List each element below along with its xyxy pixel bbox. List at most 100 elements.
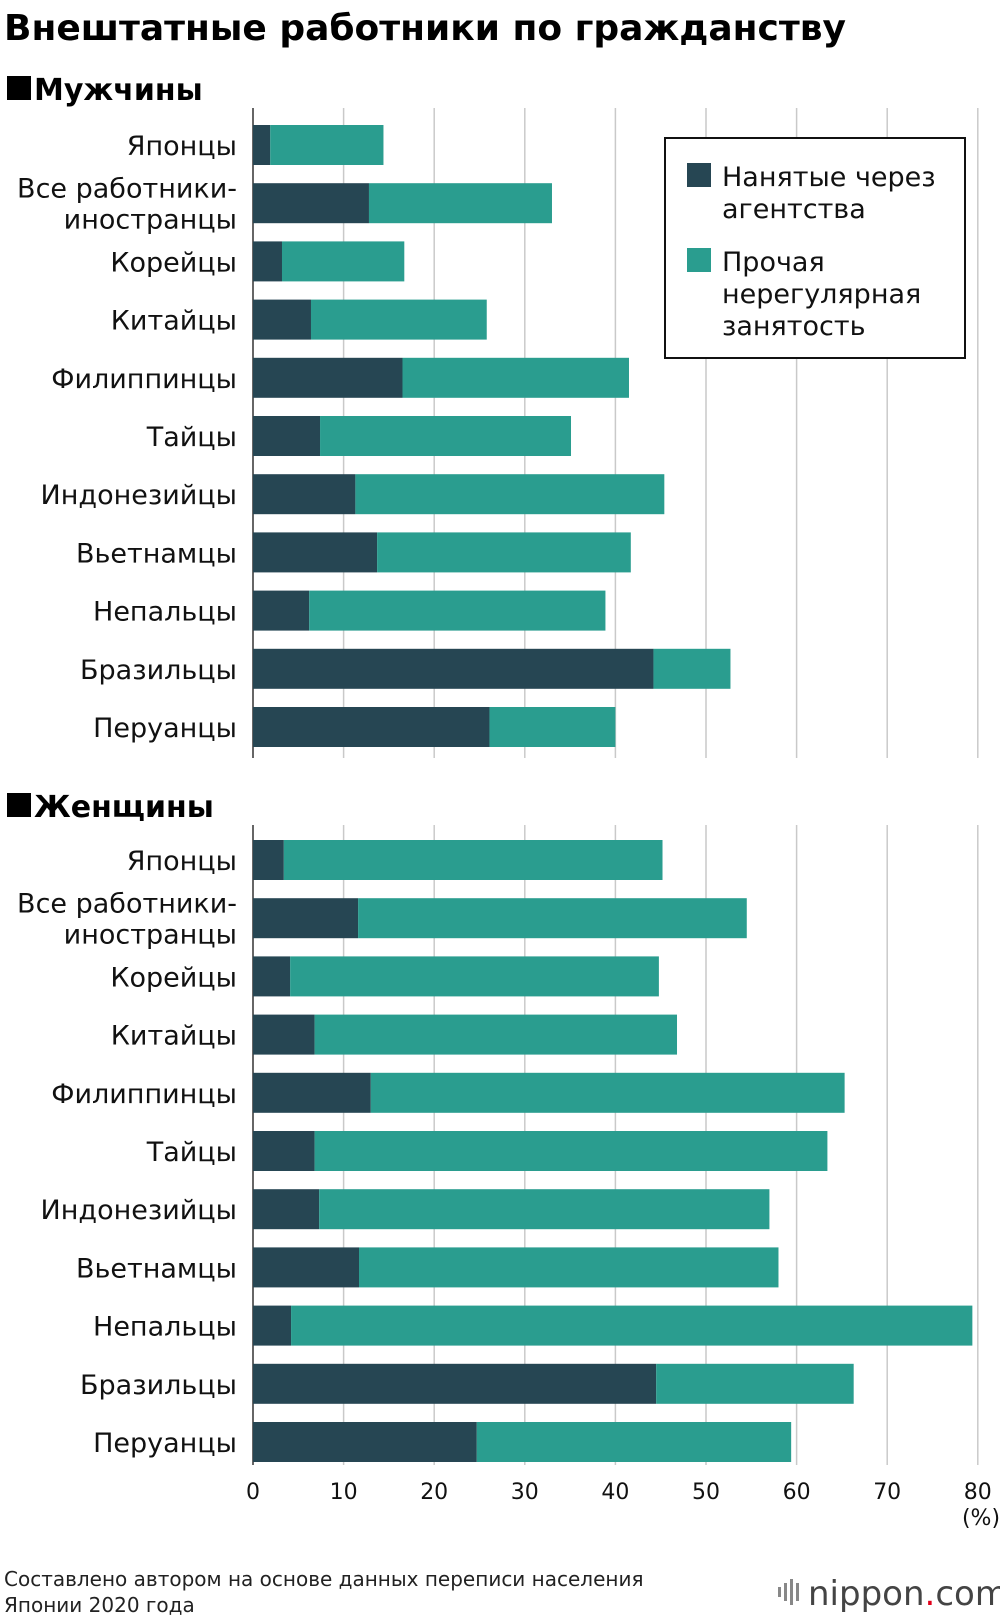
category-label-line: Непальцы <box>93 1312 237 1343</box>
x-tick-label: 0 <box>246 1480 260 1505</box>
bar-other <box>377 532 631 573</box>
bar-other <box>291 1305 973 1346</box>
x-tick-label: 70 <box>873 1480 901 1505</box>
bar-other <box>309 590 606 631</box>
bar-agency <box>253 1131 315 1171</box>
category-label-line: Тайцы <box>146 1137 237 1168</box>
section-title-men: Мужчины <box>34 73 203 108</box>
bar-other <box>283 840 663 880</box>
legend: Нанятые через агентства Прочая нерегуляр… <box>664 137 966 359</box>
nippon-logo: nippon.com <box>778 1574 1000 1614</box>
category-label: Тайцы <box>146 1137 237 1168</box>
source-note: Составлено автором на основе данных пере… <box>4 1567 650 1616</box>
bar-agency <box>253 474 356 515</box>
svg-text:nippon.com: nippon.com <box>808 1574 1000 1614</box>
bar-other <box>314 1014 678 1055</box>
legend-swatch-other <box>687 248 711 272</box>
bar-agency <box>253 1189 320 1230</box>
source-line: Японии 2020 года <box>4 1593 195 1616</box>
legend-label-other-line: Прочая <box>722 247 825 278</box>
category-label: Японцы <box>127 131 237 162</box>
bar-other <box>355 474 665 515</box>
bar-agency <box>253 1363 657 1404</box>
category-label: Японцы <box>127 846 237 877</box>
logo-dot: . <box>925 1574 936 1614</box>
x-tick-label: 80 <box>964 1480 992 1505</box>
bar-other <box>370 1072 845 1113</box>
legend-label-other: Прочая нерегулярная занятость <box>722 247 930 342</box>
legend-label-other-line: нерегулярная <box>722 279 921 310</box>
bar-agency <box>253 898 359 939</box>
category-label: Вьетнамцы <box>76 538 237 569</box>
bar-other <box>314 1131 828 1171</box>
bar-other <box>320 416 572 456</box>
x-tick-label: 60 <box>783 1480 811 1505</box>
category-label-line: Японцы <box>127 131 237 162</box>
category-label: Корейцы <box>110 247 237 278</box>
bar-other <box>310 299 487 340</box>
section-title-women: Женщины <box>34 790 214 825</box>
category-label: Корейцы <box>110 962 237 993</box>
category-label-line: Индонезийцы <box>41 480 237 511</box>
bar-other <box>656 1363 854 1404</box>
category-label: Тайцы <box>146 422 237 453</box>
section-marker-men <box>7 76 31 100</box>
bar-other <box>489 707 616 747</box>
category-label: Китайцы <box>111 1021 237 1052</box>
category-label-line: Китайцы <box>111 306 237 337</box>
category-label: Вьетнамцы <box>76 1253 237 1284</box>
bar-other <box>281 241 405 282</box>
category-label: Непальцы <box>93 1312 237 1343</box>
bar-other <box>402 357 629 398</box>
category-label-line: иностранцы <box>64 920 237 951</box>
bar-agency <box>253 1305 292 1346</box>
bar-other <box>359 1247 779 1288</box>
category-label-line: Индонезийцы <box>41 1195 237 1226</box>
bar-agency <box>253 1422 477 1462</box>
category-label: Непальцы <box>93 597 237 628</box>
category-label: Китайцы <box>111 306 237 337</box>
legend-label-agency-line: агентства <box>722 194 866 225</box>
category-label-line: Филиппинцы <box>51 1079 237 1110</box>
bar-agency <box>253 125 271 165</box>
bar-other <box>290 956 659 997</box>
bar-agency <box>253 532 378 573</box>
category-label: Все работники-иностранцы <box>17 889 237 951</box>
category-label-line: иностранцы <box>64 205 237 236</box>
category-label-line: Тайцы <box>146 422 237 453</box>
x-tick-label: 40 <box>601 1480 629 1505</box>
category-label-line: Перуанцы <box>93 1428 237 1459</box>
bar-other <box>653 648 731 689</box>
category-label: Филиппинцы <box>51 364 237 395</box>
bar-agency <box>253 956 291 997</box>
x-axis: 0 10 20 30 40 50 60 70 80 <box>246 1480 992 1505</box>
legend-label-agency: Нанятые через агентства <box>722 162 944 225</box>
category-label: Индонезийцы <box>41 1195 237 1226</box>
legend-label-other-line: занятость <box>722 311 866 342</box>
category-label: Филиппинцы <box>51 1079 237 1110</box>
category-label: Бразильцы <box>80 1370 237 1401</box>
category-label: Перуанцы <box>93 1428 237 1459</box>
category-label: Все работники-иностранцы <box>17 174 237 236</box>
bar-other <box>476 1422 792 1462</box>
bar-agency <box>253 1247 360 1288</box>
logo-mark-icon <box>778 1579 799 1605</box>
logo-text: nippon <box>808 1574 925 1614</box>
bar-other <box>319 1189 770 1230</box>
logo-suffix: com <box>935 1574 1000 1614</box>
category-label-line: Перуанцы <box>93 713 237 744</box>
bar-agency <box>253 241 282 282</box>
bar-agency <box>253 416 321 456</box>
category-label-line: Все работники- <box>17 889 237 920</box>
source-line: Составлено автором на основе данных пере… <box>4 1567 644 1591</box>
bar-agency <box>253 707 490 747</box>
category-label: Индонезийцы <box>41 480 237 511</box>
bar-agency <box>253 357 403 398</box>
legend-box <box>664 137 966 359</box>
section-marker-women <box>7 793 31 817</box>
category-label-line: Китайцы <box>111 1021 237 1052</box>
x-tick-label: 20 <box>420 1480 448 1505</box>
category-label-line: Вьетнамцы <box>76 1253 237 1284</box>
bar-agency <box>253 1014 315 1055</box>
